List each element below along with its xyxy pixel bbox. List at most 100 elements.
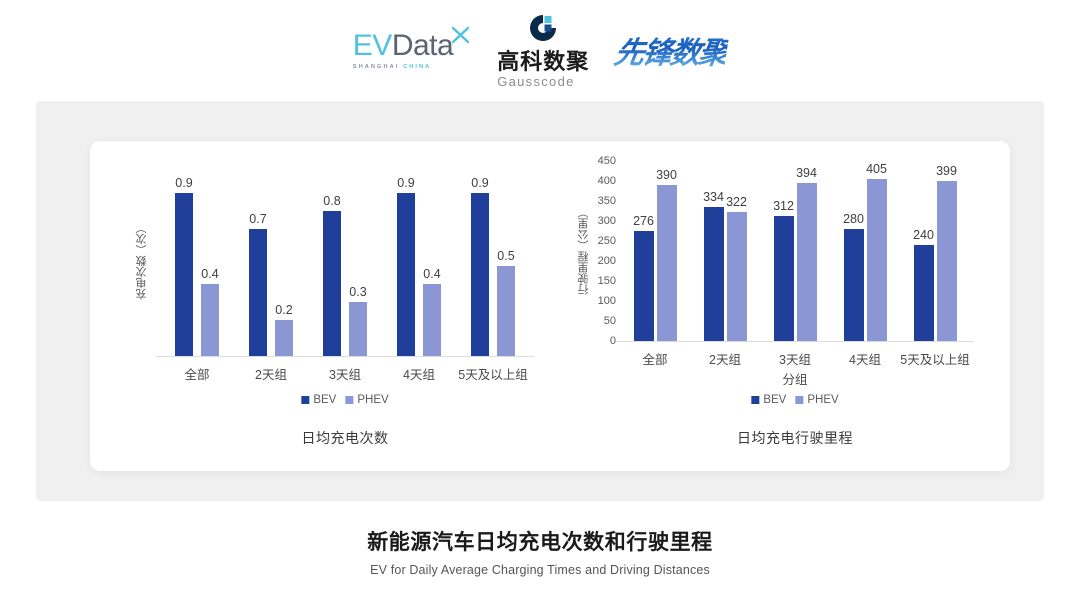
bar-bev [397, 193, 415, 356]
bar-value-label: 0.8 [323, 194, 341, 209]
bar-value-label: 312 [773, 199, 794, 214]
y-axis-tick: 50 [603, 315, 616, 327]
bar-value-label: 394 [796, 166, 817, 181]
bar-bev [175, 193, 193, 356]
gausscode-logo: 高科数聚 Gausscode [497, 12, 589, 88]
legend-swatch-phev [345, 396, 354, 404]
x-axis-category-label: 5天及以上组 [900, 353, 970, 367]
bar-bev [471, 193, 489, 356]
x-mark-icon [451, 26, 470, 43]
legend-swatch-phev [795, 396, 804, 404]
legend-label: BEV [313, 394, 337, 406]
x-axis-category-label: 3天组 [779, 353, 811, 367]
bar-phev [349, 301, 367, 356]
evdata-logo: EVData SHANGHAI CHINA [352, 26, 471, 70]
y-axis-tick: 150 [597, 275, 616, 287]
bar-value-label: 0.2 [275, 302, 293, 317]
legend-swatch-bev [301, 396, 310, 404]
bar-phev [866, 179, 887, 341]
evdata-subtitle: SHANGHAI CHINA [353, 64, 432, 70]
bar-phev [275, 319, 293, 356]
bar-bev [843, 229, 864, 341]
bar-value-label: 334 [703, 190, 724, 205]
legend-item-phev[interactable]: PHEV [345, 394, 389, 406]
charts-card: 充电次数（次） 0.9 0.4 全部 0.7 0.2 2天组 0.8 0.3 3天组 0.9 0.4 4… [90, 141, 1010, 471]
xianfeng-cn-text: 先锋数聚 [612, 28, 731, 72]
evdata-data-text: Data [391, 28, 454, 62]
bar-bev [633, 230, 654, 341]
bar-phev [423, 283, 441, 356]
x-axis-line [156, 356, 534, 357]
y-axis-tick: 100 [597, 295, 616, 307]
y-axis-tick: 400 [597, 175, 616, 187]
evdata-ev-text: EV [352, 28, 393, 62]
legend-swatch-bev [751, 396, 760, 404]
bar-bev [323, 211, 341, 356]
bar-bev [249, 229, 267, 356]
gausscode-cn-text: 高科数聚 [497, 49, 590, 74]
g-circle-icon [527, 12, 559, 44]
bar-value-label: 280 [843, 212, 864, 226]
bar-value-label: 0.4 [201, 266, 219, 281]
bar-value-label: 0.7 [249, 212, 267, 227]
legend-label: PHEV [807, 394, 839, 406]
chart-title: 日均充电行驶里程 [737, 430, 853, 446]
y-axis-tick: 200 [597, 255, 616, 267]
caption-title-cn: 新能源汽车日均充电次数和行驶里程 [367, 531, 713, 554]
bar-phev [497, 265, 515, 356]
legend-item-phev[interactable]: PHEV [795, 394, 839, 406]
figure-caption: 新能源汽车日均充电次数和行驶里程 EV for Daily Average Ch… [0, 526, 1080, 577]
evdata-city-text: SHANGHAI [352, 63, 400, 70]
x-axis-category-label: 2天组 [709, 353, 741, 367]
evdata-wordmark: EVData [352, 28, 454, 62]
bar-value-label: 276 [633, 213, 654, 228]
x-axis-line [616, 341, 974, 342]
chart-legend: BEV PHEV [751, 394, 839, 406]
chart-title: 日均充电次数 [301, 430, 389, 446]
y-axis-tick: 450 [597, 155, 616, 167]
bar-value-label: 0.4 [423, 266, 441, 281]
y-axis-tick: 300 [597, 215, 616, 227]
bar-phev [201, 283, 219, 356]
legend-item-bev[interactable]: BEV [751, 394, 786, 406]
bar-value-label: 405 [866, 162, 887, 176]
gausscode-wordmark: 高科数聚 Gausscode [497, 49, 590, 89]
bar-value-label: 240 [913, 228, 934, 242]
legend-label: BEV [763, 394, 787, 406]
y-axis-tick: 0 [609, 335, 616, 347]
legend-item-bev[interactable]: BEV [301, 394, 336, 406]
x-axis-category-label: 全部 [184, 368, 210, 382]
legend-label: PHEV [357, 394, 389, 406]
y-axis-label: 充电次数（次） [136, 222, 148, 300]
x-axis-category-label: 3天组 [329, 368, 361, 382]
x-axis-category-label: 2天组 [255, 368, 287, 382]
x-axis-category-label: 5天及以上组 [458, 368, 528, 382]
chart-driving-distance: 行驶里程（公里） 0 50 100 150 200 250 300 350 400 450 276 39… [560, 141, 1000, 471]
bar-value-label: 0.9 [397, 176, 415, 191]
bar-phev [726, 212, 747, 341]
bar-bev [773, 216, 794, 341]
x-axis-label: 分组 [782, 373, 808, 387]
xianfeng-logo: 先锋数聚 [612, 28, 729, 72]
bar-bev [703, 207, 724, 341]
chart-legend: BEV PHEV [301, 394, 389, 406]
bar-value-label: 390 [656, 168, 677, 182]
bar-bev [913, 245, 934, 341]
bar-value-label: 322 [726, 195, 747, 210]
y-axis-tick: 250 [597, 235, 616, 247]
gausscode-en-text: Gausscode [497, 74, 575, 89]
caption-title-en: EV for Daily Average Charging Times and … [370, 563, 710, 577]
bar-value-label: 0.9 [175, 176, 193, 191]
y-axis-tick: 350 [597, 195, 616, 207]
evdata-country-text: CHINA [403, 63, 432, 70]
x-axis-category-label: 全部 [642, 353, 668, 367]
logo-bar: EVData SHANGHAI CHINA 高科数聚 Gausscode 先锋数… [0, 15, 1080, 88]
bar-phev [936, 181, 957, 341]
chart-charging-times: 充电次数（次） 0.9 0.4 全部 0.7 0.2 2天组 0.8 0.3 3天组 0.9 0.4 4… [100, 141, 550, 471]
bar-value-label: 0.9 [471, 176, 489, 191]
bar-phev [656, 185, 677, 341]
x-axis-category-label: 4天组 [849, 353, 881, 367]
bar-value-label: 0.3 [349, 284, 367, 299]
bar-phev [796, 183, 817, 341]
bar-value-label: 399 [936, 164, 957, 179]
